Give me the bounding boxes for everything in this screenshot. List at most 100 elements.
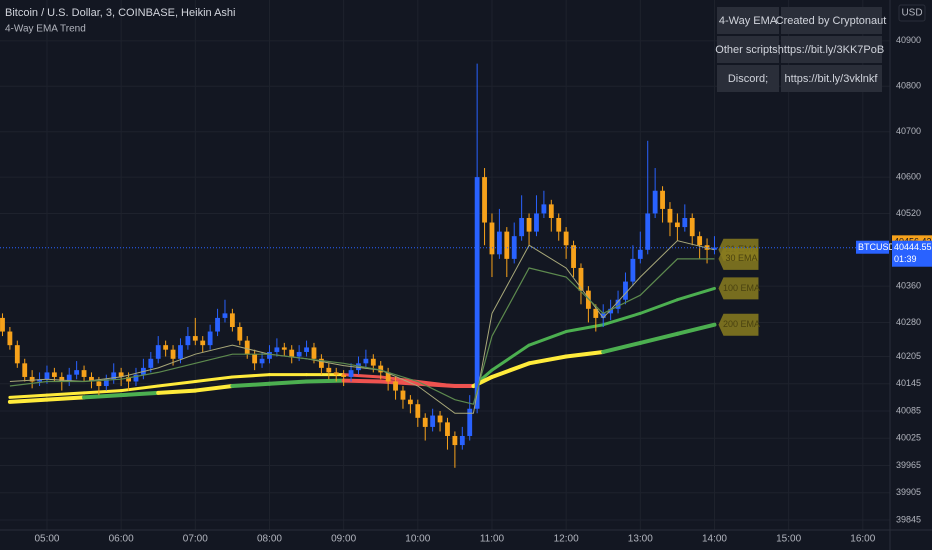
y-tick-label: 40205	[896, 351, 921, 361]
currency-badge[interactable]	[898, 4, 926, 22]
candle-body	[252, 354, 258, 364]
candle-body	[652, 190, 658, 214]
ema-label: 30 EMA	[725, 253, 757, 263]
ema-segment	[675, 286, 716, 302]
candle-body	[237, 326, 243, 341]
ema-segment	[267, 379, 309, 386]
ema-label: 200 EMA	[723, 319, 760, 329]
x-tick-label: 14:00	[702, 534, 727, 545]
x-tick-label: 07:00	[183, 534, 208, 545]
candle-body	[59, 376, 65, 382]
ema-segment	[341, 378, 383, 384]
candle-body	[274, 347, 280, 352]
candle-body	[0, 317, 5, 332]
candle-body	[244, 340, 250, 355]
candle-body	[356, 363, 361, 371]
x-tick-label: 09:00	[331, 534, 356, 545]
candle-body	[385, 372, 391, 382]
candle-body	[600, 313, 606, 318]
ema-segment	[119, 390, 161, 398]
ema-segment	[601, 311, 642, 327]
ema-segment	[230, 373, 271, 379]
candle-body	[645, 213, 651, 250]
candle-body	[133, 374, 139, 382]
candle-body	[548, 204, 554, 218]
candle-body	[504, 231, 510, 259]
y-tick-label: 40600	[896, 171, 921, 181]
candle-body	[593, 308, 599, 318]
ema-segment	[193, 384, 235, 393]
candle-body	[615, 299, 621, 309]
x-tick-label: 05:00	[34, 534, 59, 545]
table-cell	[717, 36, 779, 63]
y-tick-label: 40085	[896, 405, 921, 415]
y-tick-label: 40025	[896, 433, 921, 443]
candle-body	[89, 376, 94, 382]
candle-body	[178, 345, 183, 359]
candle-body	[578, 267, 584, 291]
candle-body	[667, 208, 673, 223]
candle-body	[489, 222, 495, 255]
ema-segment	[304, 378, 346, 384]
candle-body	[200, 340, 206, 346]
candle-body	[66, 374, 72, 382]
candle-body	[445, 422, 450, 436]
candle-body	[163, 345, 169, 350]
ema-segment	[119, 384, 160, 393]
candle-body	[467, 408, 473, 436]
candle-body	[452, 435, 458, 446]
candle-body	[407, 399, 413, 405]
candle-body	[7, 331, 13, 346]
candle-body	[148, 358, 154, 368]
candle-body	[341, 374, 347, 377]
candle-body	[415, 404, 421, 418]
x-tick-label: 15:00	[776, 534, 801, 545]
ema-label-box	[718, 313, 759, 336]
table-cell	[781, 7, 882, 34]
candle-body	[259, 358, 265, 364]
ema-segment	[564, 349, 606, 359]
candle-body	[348, 370, 354, 377]
y-tick-label: 40145	[896, 378, 921, 388]
ema-segment	[564, 323, 605, 334]
x-tick-label: 11:00	[480, 534, 505, 545]
ema-segment	[82, 389, 123, 395]
candle-body	[311, 347, 317, 359]
ema-segment	[7, 397, 49, 404]
countdown: 01:39	[894, 254, 917, 264]
candle-body	[229, 313, 235, 327]
candle-body	[51, 372, 57, 377]
y-tick-label: 40700	[896, 126, 921, 136]
candle-body	[207, 331, 213, 346]
x-tick-label: 10:00	[405, 534, 430, 545]
candle-body	[22, 363, 28, 377]
candle-body	[289, 349, 295, 357]
candle-body	[304, 347, 309, 352]
ema-label: 100 EMA	[723, 283, 760, 293]
candle-body	[111, 372, 117, 380]
candle-body	[630, 258, 636, 282]
candle-body	[192, 336, 198, 341]
x-tick-label: 06:00	[109, 534, 134, 545]
ema-segment	[638, 331, 680, 345]
candle-body	[534, 213, 539, 232]
candle-body	[81, 370, 87, 377]
symbol: Bitcoin / U.S. Dollar, 3, COINBASE, Heik…	[5, 7, 235, 19]
ema-segment	[156, 388, 198, 395]
table-text: https://bit.ly/3vklnkf	[785, 73, 879, 85]
ema-label-box	[718, 277, 759, 300]
candle-body	[29, 376, 35, 382]
y-tick-label: 40280	[896, 317, 921, 327]
ema-segment	[45, 391, 86, 397]
candle-body	[318, 358, 324, 368]
x-tick-label: 16:00	[850, 534, 875, 545]
candle-body	[660, 190, 665, 209]
candle-body	[103, 379, 109, 387]
ema-segment	[490, 343, 531, 372]
candle-body	[14, 345, 20, 364]
candle-body	[459, 435, 465, 446]
y-tick-label: 39905	[896, 487, 921, 497]
